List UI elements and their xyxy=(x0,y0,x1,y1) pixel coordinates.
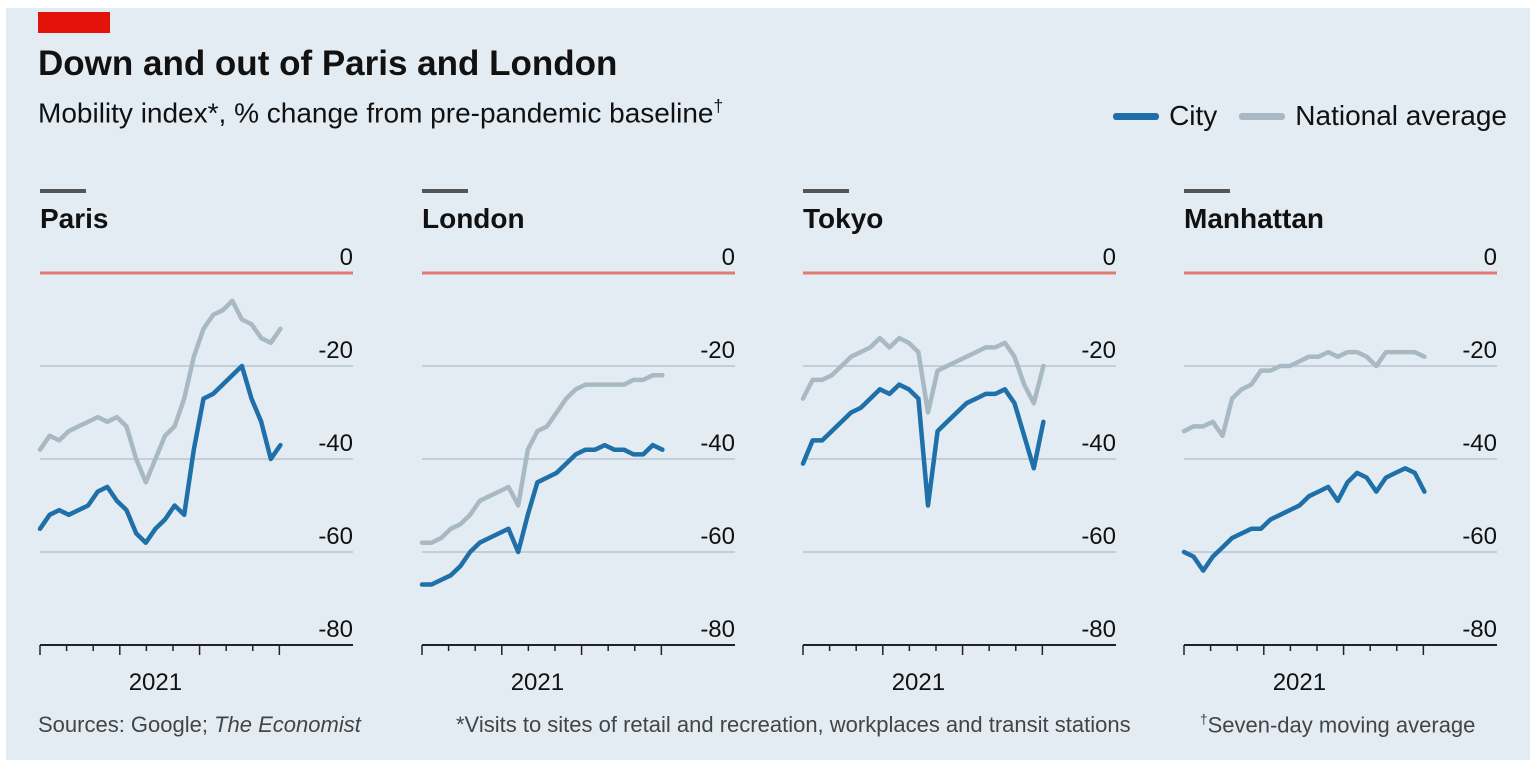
subtitle-text: Mobility index*, % change from pre-pande… xyxy=(38,97,714,129)
national-line-3 xyxy=(1181,349,1427,439)
chart-title: Down and out of Paris and London xyxy=(38,44,618,83)
legend-swatch-city xyxy=(1113,112,1160,120)
sources: Sources: Google; The Economist xyxy=(38,712,361,738)
footnote-moving-average: †Seven-day moving average xyxy=(1200,712,1475,738)
x-tick-label-2: 2021 xyxy=(892,669,945,696)
y-tick-label-3-4: -80 xyxy=(1462,616,1497,643)
panel-title-1: London xyxy=(422,203,525,234)
legend-item-city: City xyxy=(1113,100,1217,132)
city-line-1 xyxy=(419,442,665,587)
x-tick-label-1: 2021 xyxy=(511,669,564,696)
y-tick-label-2-3: -60 xyxy=(1081,523,1116,550)
sources-prefix: Sources: Google; xyxy=(38,712,215,737)
panel-title-2: Tokyo xyxy=(803,203,883,234)
x-tick-label-0: 2021 xyxy=(129,669,182,696)
y-tick-label-3-1: -20 xyxy=(1462,337,1497,364)
panel-rule-3 xyxy=(1184,189,1230,193)
legend-label-national: National average xyxy=(1295,100,1507,131)
panel-title-0: Paris xyxy=(40,203,109,234)
sources-italic: The Economist xyxy=(214,712,361,737)
national-line-1 xyxy=(419,373,665,545)
city-line-2 xyxy=(800,382,1046,508)
y-tick-label-1-2: -40 xyxy=(700,430,735,457)
footnote-visits: *Visits to sites of retail and recreatio… xyxy=(456,712,1131,737)
x-tick-label-3: 2021 xyxy=(1273,669,1326,696)
panel-rule-1 xyxy=(422,189,468,193)
city-line-0 xyxy=(37,363,283,545)
national-line-0 xyxy=(37,298,283,485)
legend-item-national: National average xyxy=(1239,100,1507,132)
footnote-mark: † xyxy=(1200,712,1208,727)
y-tick-label-0-4: -80 xyxy=(318,616,353,643)
y-tick-label-0-1: -20 xyxy=(318,337,353,364)
legend-label-city: City xyxy=(1169,100,1218,131)
y-tick-label-2-4: -80 xyxy=(1081,616,1116,643)
y-tick-label-1-3: -60 xyxy=(700,523,735,550)
subtitle-mark: † xyxy=(713,96,724,116)
y-tick-label-3-3: -60 xyxy=(1462,523,1497,550)
panel-rule-2 xyxy=(803,189,849,193)
chart-panel xyxy=(6,8,1530,760)
y-tick-label-2-0: 0 xyxy=(1103,244,1116,271)
legend-swatch-national xyxy=(1239,112,1286,120)
y-tick-label-2-1: -20 xyxy=(1081,337,1116,364)
footnote-text: Seven-day moving average xyxy=(1207,712,1476,738)
y-tick-label-1-0: 0 xyxy=(722,244,735,271)
chart-subtitle: Mobility index*, % change from pre-pande… xyxy=(38,96,723,129)
y-tick-label-2-2: -40 xyxy=(1081,430,1116,457)
city-line-3 xyxy=(1181,466,1427,573)
y-tick-label-0-3: -60 xyxy=(318,523,353,550)
y-tick-label-0-0: 0 xyxy=(340,244,353,271)
y-tick-label-1-4: -80 xyxy=(700,616,735,643)
y-tick-label-1-1: -20 xyxy=(700,337,735,364)
y-tick-label-3-0: 0 xyxy=(1484,244,1497,271)
panel-rule-0 xyxy=(40,189,86,193)
legend: City National average xyxy=(1113,100,1507,132)
panel-title-3: Manhattan xyxy=(1184,203,1324,234)
y-tick-label-0-2: -40 xyxy=(318,430,353,457)
y-tick-label-3-2: -40 xyxy=(1462,430,1497,457)
national-line-2 xyxy=(800,335,1046,415)
brand-tag xyxy=(38,12,110,33)
